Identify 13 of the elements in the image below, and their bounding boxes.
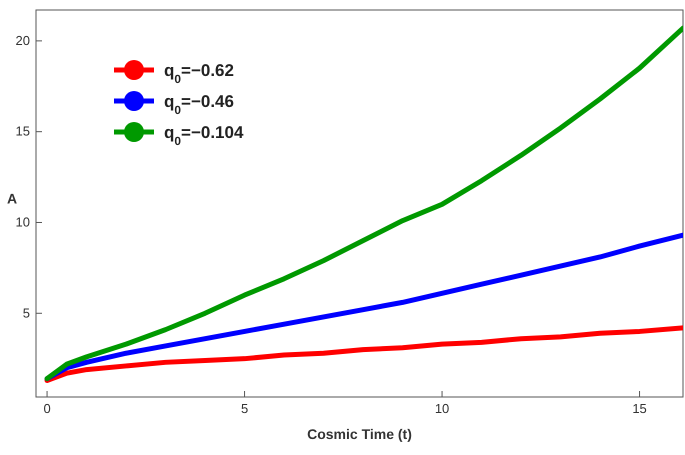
y-tick-label: 10: [16, 214, 30, 230]
legend-label: q$_{0}$=−0.62: [164, 61, 234, 86]
x-tick-label: 5: [240, 401, 248, 416]
y-axis-title: A: [6, 190, 18, 206]
y-tick-label: 5: [22, 305, 30, 320]
x-tick-label: 15: [632, 401, 647, 416]
y-tick-label: 20: [16, 32, 30, 48]
y-tick-label: 15: [16, 124, 30, 139]
x-tick-label: 0: [43, 401, 51, 416]
x-tick-label: 10: [434, 401, 450, 416]
x-axis-title: Cosmic Time (t): [307, 426, 412, 442]
legend-label: q$_{0}$=−0.46: [164, 92, 234, 117]
legend-label: q$_{0}$=−0.104: [164, 123, 244, 148]
